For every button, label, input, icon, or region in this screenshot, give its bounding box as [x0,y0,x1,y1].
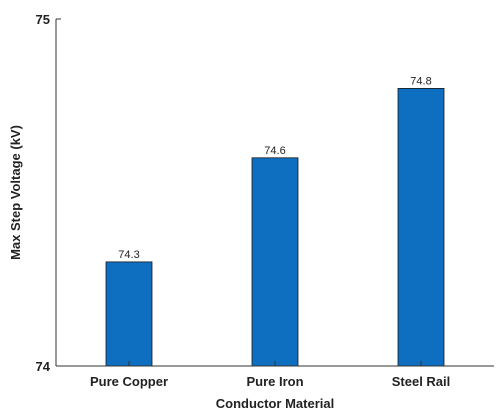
bar-value-label: 74.8 [410,75,431,87]
x-axis-title: Conductor Material [216,396,334,411]
y-axis-title: Max Step Voltage (kV) [8,125,23,260]
x-tick-label: Steel Rail [392,374,451,389]
x-tick-label: Pure Copper [90,374,168,389]
plot-area: 74.3 74.6 74.8 [105,75,445,367]
y-ticks: 74 75 [36,12,61,374]
bar [105,261,153,367]
y-tick-label: 74 [36,359,51,374]
bar [251,157,299,367]
x-ticks: Pure Copper Pure Iron Steel Rail [90,361,450,389]
bar [397,88,445,367]
x-tick-label: Pure Iron [246,374,303,389]
y-tick-label: 75 [36,12,50,27]
bar-value-label: 74.6 [264,145,285,157]
bar-value-label: 74.3 [118,249,139,261]
